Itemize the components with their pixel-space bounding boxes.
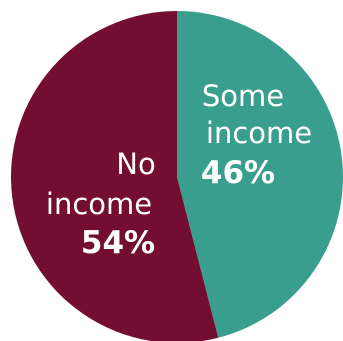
slice-label-line: Some: [202, 79, 284, 113]
pie-slices: [11, 11, 343, 341]
slice-label-some-income: Some income 46%: [201, 79, 312, 191]
slice-percent-label: 54%: [81, 225, 155, 261]
slice-label-line: income: [46, 187, 152, 221]
slice-percent-label: 46%: [201, 155, 275, 191]
slice-label-line: income: [206, 116, 312, 150]
slice-label-no-income: No income 54%: [46, 147, 156, 261]
pie-slice-no-income: [11, 11, 219, 341]
pie-slice-some-income: [177, 11, 343, 338]
slice-label-line: No: [116, 147, 155, 181]
